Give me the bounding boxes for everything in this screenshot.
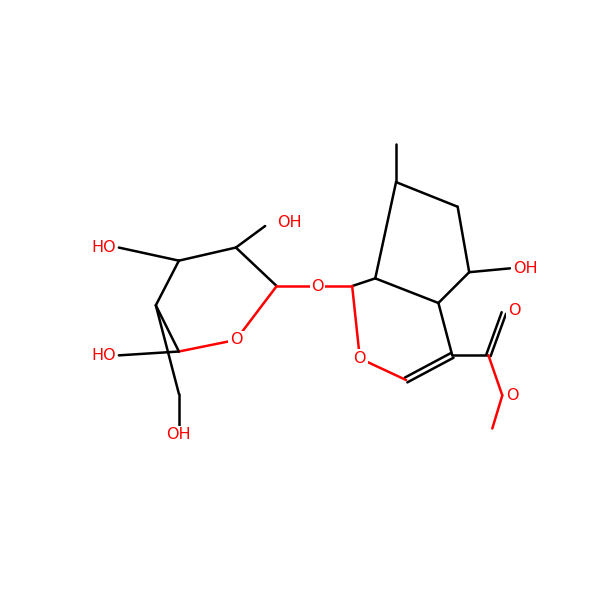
Text: O: O xyxy=(353,351,366,366)
Text: OH: OH xyxy=(277,215,302,230)
Text: HO: HO xyxy=(91,240,116,255)
Text: OH: OH xyxy=(513,261,538,276)
Text: O: O xyxy=(311,278,324,293)
Text: O: O xyxy=(506,388,518,403)
Text: O: O xyxy=(230,332,242,347)
Text: OH: OH xyxy=(167,427,191,442)
Text: HO: HO xyxy=(91,348,116,363)
Text: O: O xyxy=(508,303,520,318)
